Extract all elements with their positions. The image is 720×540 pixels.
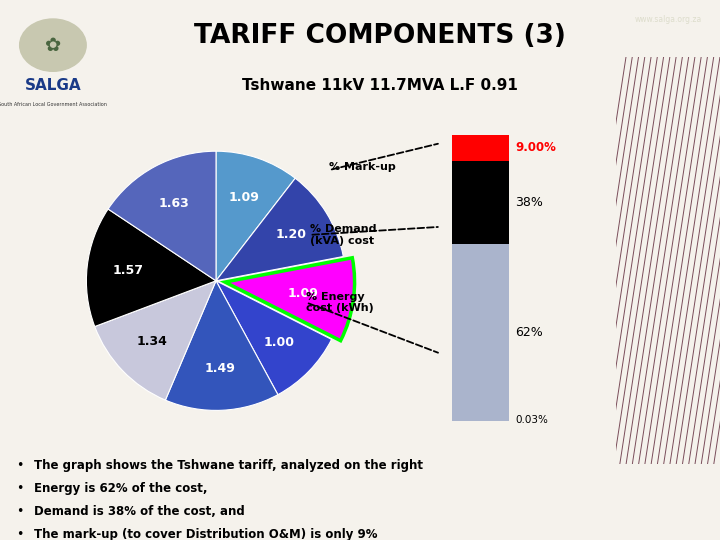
Text: •: • — [17, 505, 24, 518]
Wedge shape — [108, 151, 216, 281]
Text: 1.20: 1.20 — [276, 228, 307, 241]
Text: 1.09: 1.09 — [288, 287, 319, 300]
Text: 9.00%: 9.00% — [516, 141, 557, 154]
Text: % Demand
(kVA) cost: % Demand (kVA) cost — [310, 224, 376, 246]
Text: The mark-up (to cover Distribution O&M) is only 9%: The mark-up (to cover Distribution O&M) … — [35, 528, 378, 540]
Bar — [452, 135, 509, 161]
Text: SALGA: SALGA — [24, 78, 81, 93]
Text: www.salga.org.za: www.salga.org.za — [634, 15, 701, 24]
Text: 1.63: 1.63 — [159, 197, 190, 210]
Text: •: • — [17, 482, 24, 495]
Wedge shape — [216, 178, 343, 281]
Bar — [452, 244, 509, 421]
Text: % Mark-up: % Mark-up — [329, 163, 396, 172]
Text: 1.00: 1.00 — [264, 336, 294, 349]
Text: Demand is 38% of the cost, and: Demand is 38% of the cost, and — [35, 505, 246, 518]
Text: 1.49: 1.49 — [204, 362, 235, 375]
Text: 0.03%: 0.03% — [516, 415, 548, 425]
Text: South African Local Government Association: South African Local Government Associati… — [0, 102, 107, 107]
Text: •: • — [17, 528, 24, 540]
Text: 1.57: 1.57 — [113, 265, 144, 278]
Text: TARIFF COMPONENTS (3): TARIFF COMPONENTS (3) — [194, 23, 566, 49]
Wedge shape — [225, 258, 354, 341]
Wedge shape — [216, 281, 332, 395]
Wedge shape — [216, 151, 295, 281]
Wedge shape — [166, 281, 278, 410]
Text: Tshwane 11kV 11.7MVA L.F 0.91: Tshwane 11kV 11.7MVA L.F 0.91 — [242, 78, 518, 93]
Text: The graph shows the Tshwane tariff, analyzed on the right: The graph shows the Tshwane tariff, anal… — [35, 459, 423, 472]
Bar — [452, 161, 509, 244]
Circle shape — [19, 19, 86, 71]
Text: 62%: 62% — [516, 326, 543, 339]
Wedge shape — [95, 281, 216, 400]
Wedge shape — [86, 209, 216, 327]
Text: •: • — [17, 459, 24, 472]
Text: 38%: 38% — [516, 196, 544, 209]
Text: 1.34: 1.34 — [137, 335, 168, 348]
Text: % Energy
cost (kWh): % Energy cost (kWh) — [306, 292, 374, 313]
Text: ✿: ✿ — [45, 36, 61, 55]
Text: Energy is 62% of the cost,: Energy is 62% of the cost, — [35, 482, 208, 495]
Text: 1.09: 1.09 — [229, 191, 260, 204]
